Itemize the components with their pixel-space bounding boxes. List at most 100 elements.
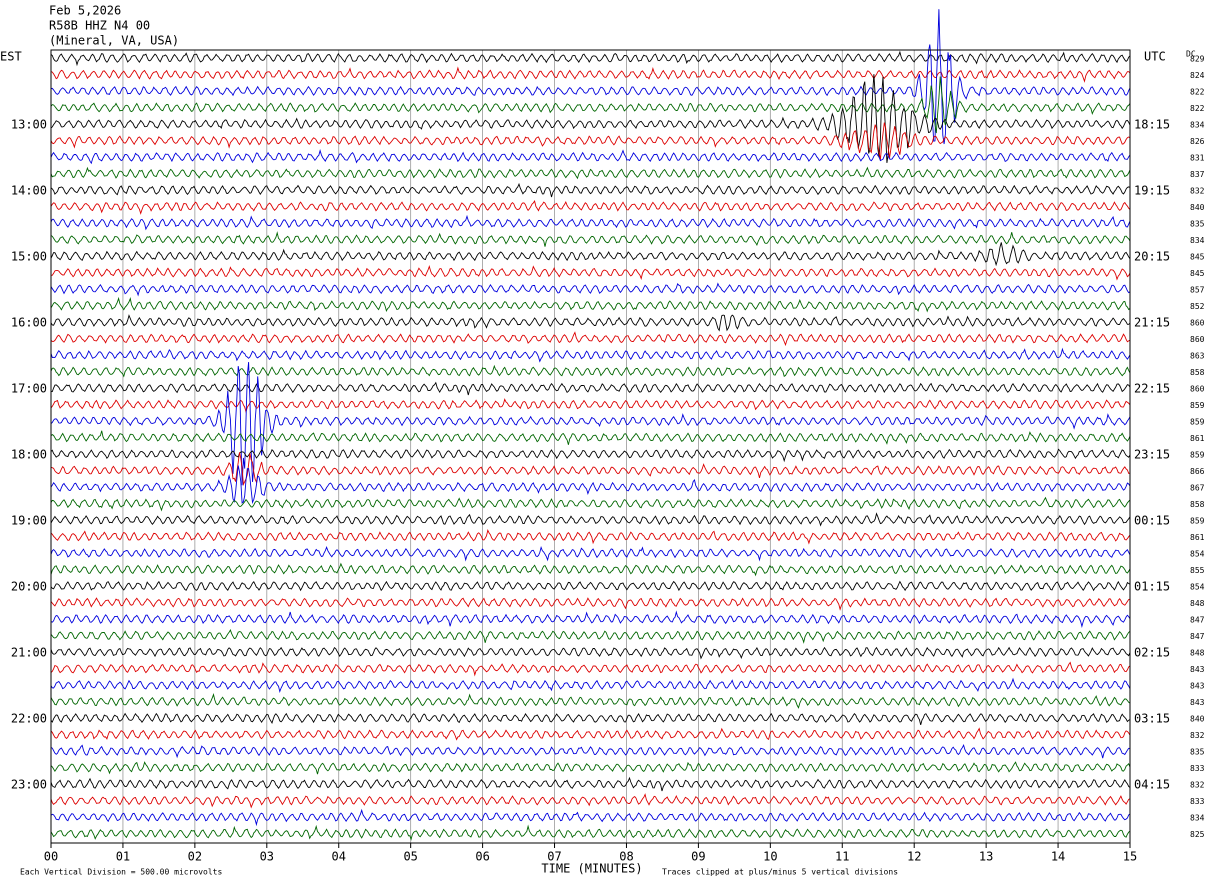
x-tick-label: 12 — [907, 850, 921, 864]
trace — [50, 166, 1131, 180]
trace — [50, 496, 1131, 512]
trace — [50, 398, 1131, 414]
plot-frame — [50, 49, 1131, 844]
x-tick-label: 15 — [1123, 850, 1137, 864]
left-time-label: 19:00 — [11, 514, 47, 528]
left-time-label: 16:00 — [11, 316, 47, 330]
dc-value: 863 — [1190, 352, 1205, 361]
trace — [50, 580, 1131, 592]
right-time-label: 01:15 — [1134, 580, 1170, 594]
trace — [50, 562, 1131, 577]
dc-value: 840 — [1190, 715, 1205, 724]
trace — [50, 546, 1131, 562]
dc-value: 848 — [1190, 649, 1205, 658]
trace — [50, 610, 1131, 629]
dc-value: 825 — [1190, 830, 1205, 839]
trace — [50, 512, 1131, 527]
location: (Mineral, VA, USA) — [49, 34, 179, 48]
trace — [50, 646, 1131, 660]
right-time-label: 20:15 — [1134, 250, 1170, 264]
x-tick-label: 01 — [116, 850, 130, 864]
trace — [50, 242, 1131, 267]
trace — [50, 776, 1131, 792]
dc-value: 834 — [1190, 121, 1205, 130]
trace — [50, 744, 1131, 759]
dc-value: 824 — [1190, 71, 1205, 80]
dc-value: 847 — [1190, 632, 1205, 641]
station: R58B HHZ N4 00 — [49, 19, 150, 33]
dc-value: 858 — [1190, 368, 1205, 377]
dc-value: 860 — [1190, 385, 1205, 394]
trace — [50, 693, 1131, 709]
trace — [50, 9, 1131, 145]
trace — [50, 712, 1131, 726]
dc-value: 822 — [1190, 104, 1205, 113]
dc-value: 840 — [1190, 203, 1205, 212]
dc-value: 835 — [1190, 748, 1205, 757]
dc-value: 845 — [1190, 253, 1205, 262]
dc-value: 832 — [1190, 731, 1205, 740]
dc-value: 852 — [1190, 302, 1205, 311]
dc-value: 848 — [1190, 599, 1205, 608]
left-time-label: 23:00 — [11, 778, 47, 792]
trace — [50, 265, 1131, 281]
trace — [50, 364, 1131, 378]
left-time-label: 21:00 — [11, 646, 47, 660]
trace — [50, 296, 1131, 313]
dc-value: 859 — [1190, 517, 1205, 526]
left-time-label: 17:00 — [11, 382, 47, 396]
right-time-label: 19:15 — [1134, 184, 1170, 198]
left-time-label: 13:00 — [11, 118, 47, 132]
dc-value: 857 — [1190, 286, 1205, 295]
dc-value: 854 — [1190, 550, 1205, 559]
left-time-label: 18:00 — [11, 448, 47, 462]
dc-value: 861 — [1190, 533, 1205, 542]
trace — [50, 661, 1131, 677]
trace — [50, 347, 1131, 363]
right-time-label: 21:15 — [1134, 316, 1170, 330]
dc-value: 829 — [1190, 55, 1205, 64]
dc-value: 835 — [1190, 220, 1205, 229]
dc-value: 859 — [1190, 418, 1205, 427]
dc-value: 843 — [1190, 682, 1205, 691]
trace — [50, 824, 1131, 841]
trace — [50, 465, 1131, 505]
trace — [50, 381, 1131, 396]
trace — [50, 793, 1131, 809]
x-tick-label: 02 — [188, 850, 202, 864]
x-axis-title: TIME (MINUTES) — [541, 862, 642, 876]
dc-value: 833 — [1190, 797, 1205, 806]
dc-value: 867 — [1190, 484, 1205, 493]
right-time-label: 02:15 — [1134, 646, 1170, 660]
left-axis-title: EST — [0, 50, 22, 64]
dc-value: 847 — [1190, 616, 1205, 625]
x-tick-label: 07 — [547, 850, 561, 864]
x-tick-label: 06 — [475, 850, 489, 864]
trace — [50, 597, 1131, 611]
trace — [50, 214, 1131, 231]
x-tick-label: 14 — [1051, 850, 1065, 864]
dc-value: 832 — [1190, 187, 1205, 196]
right-time-label: 18:15 — [1134, 118, 1170, 132]
trace — [50, 76, 1131, 134]
dc-value: 858 — [1190, 500, 1205, 509]
dc-value: 837 — [1190, 170, 1205, 179]
trace — [50, 74, 1131, 163]
dc-title: DC — [1186, 50, 1196, 59]
dc-value: 860 — [1190, 319, 1205, 328]
dc-value: 822 — [1190, 88, 1205, 97]
trace — [50, 761, 1131, 775]
trace — [50, 331, 1131, 347]
dc-value: 855 — [1190, 566, 1205, 575]
trace — [50, 727, 1131, 741]
trace — [50, 362, 1131, 486]
x-tick-label: 03 — [260, 850, 274, 864]
dc-value: 832 — [1190, 781, 1205, 790]
dc-value: 833 — [1190, 764, 1205, 773]
dc-value: 843 — [1190, 665, 1205, 674]
dc-value: 854 — [1190, 583, 1205, 592]
x-tick-label: 00 — [44, 850, 58, 864]
trace — [50, 148, 1131, 165]
trace — [50, 282, 1131, 297]
